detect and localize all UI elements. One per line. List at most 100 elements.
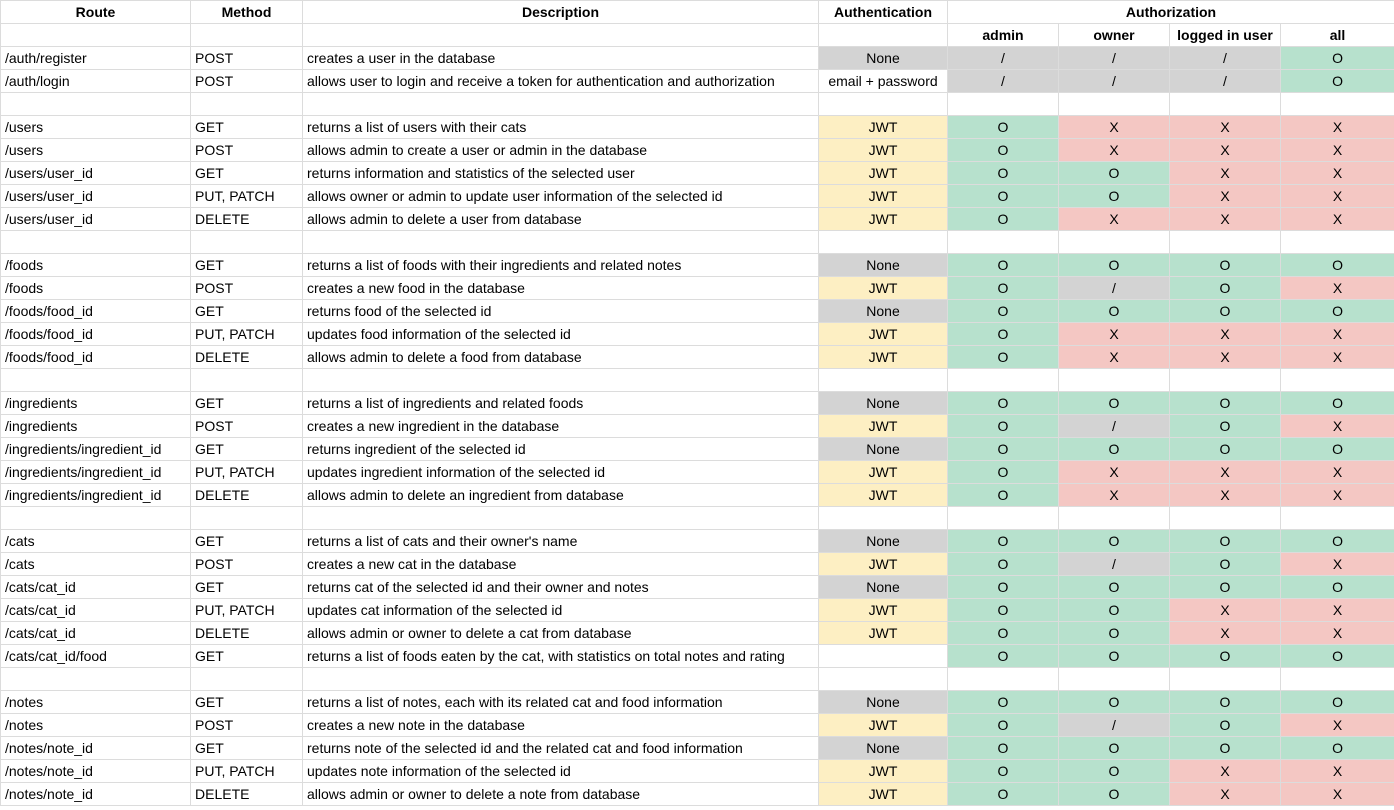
table-row: /cats GET returns a list of cats and their… [0, 529, 1394, 553]
permission-logged-in-user-cell: O [1169, 253, 1281, 277]
description-cell: allows admin to create a user or admin i… [302, 138, 819, 162]
permission-owner-cell: O [1058, 184, 1170, 208]
table-row: /cats POST creates a new cat in the databa… [0, 552, 1394, 576]
permission-owner-cell: O [1058, 575, 1170, 599]
permission-owner-cell: O [1058, 391, 1170, 415]
spacer-row [0, 506, 1394, 530]
method-cell: POST [190, 552, 303, 576]
route-cell: /notes [0, 690, 191, 714]
route-cell: /cats [0, 529, 191, 553]
description-cell: allows owner or admin to update user inf… [302, 184, 819, 208]
authentication-cell: JWT [818, 115, 948, 139]
table-row: /ingredients/ingredient_id GET returns ing… [0, 437, 1394, 461]
permission-owner-cell: X [1058, 345, 1170, 369]
role-logged-in-user: logged in user [1169, 23, 1281, 47]
authentication-cell: None [818, 736, 948, 760]
description-cell: returns note of the selected id and the … [302, 736, 819, 760]
permission-logged-in-user-cell: O [1169, 391, 1281, 415]
method-cell: GET [190, 529, 303, 553]
method-cell: DELETE [190, 345, 303, 369]
description-cell: returns information and statistics of th… [302, 161, 819, 185]
route-cell: /users [0, 115, 191, 139]
authentication-cell: JWT [818, 782, 948, 806]
header-authentication: Authentication [818, 0, 948, 24]
permission-owner-cell: / [1058, 713, 1170, 737]
permission-owner-cell: O [1058, 299, 1170, 323]
route-cell: /users/user_id [0, 207, 191, 231]
method-cell: POST [190, 713, 303, 737]
table-row: /notes POST creates a new note in the data… [0, 713, 1394, 737]
permission-logged-in-user-cell: X [1169, 598, 1281, 622]
authentication-cell: None [818, 575, 948, 599]
spacer-cell [190, 667, 303, 691]
spacer-cell [947, 667, 1059, 691]
spacer-row [0, 230, 1394, 254]
spacer-row [0, 667, 1394, 691]
permission-admin-cell: O [947, 391, 1059, 415]
permission-admin-cell: O [947, 184, 1059, 208]
spacer-cell [947, 506, 1059, 530]
spacer-cell [1058, 368, 1170, 392]
header-method: Method [190, 0, 303, 24]
roles-row: admin owner logged in user all [0, 23, 1394, 47]
route-cell: /notes/note_id [0, 736, 191, 760]
role-owner: owner [1058, 23, 1170, 47]
table-row: /foods/food_id PUT, PATCH updates food inf… [0, 322, 1394, 346]
description-cell: returns food of the selected id [302, 299, 819, 323]
route-cell: /users/user_id [0, 184, 191, 208]
route-cell: /foods [0, 253, 191, 277]
permission-all-cell: X [1279, 184, 1394, 208]
authentication-cell: JWT [818, 621, 948, 645]
permission-admin-cell: O [947, 299, 1059, 323]
permission-all-cell: X [1279, 759, 1394, 783]
spacer-cell [190, 230, 303, 254]
authentication-cell: None [818, 529, 948, 553]
permission-owner-cell: O [1058, 161, 1170, 185]
permission-owner-cell: O [1058, 736, 1170, 760]
permission-all-cell: X [1279, 713, 1394, 737]
permission-owner-cell: O [1058, 529, 1170, 553]
route-cell: /ingredients/ingredient_id [0, 483, 191, 507]
permission-owner-cell: X [1058, 115, 1170, 139]
permission-admin-cell: O [947, 115, 1059, 139]
spacer-cell [1169, 92, 1281, 116]
permission-admin-cell: O [947, 621, 1059, 645]
table-row: /foods/food_id DELETE allows admin to dele… [0, 345, 1394, 369]
permission-all-cell: O [1279, 46, 1394, 70]
table-row: /users/user_id PUT, PATCH allows owner or … [0, 184, 1394, 208]
table-row: /notes/note_id PUT, PATCH updates note inf… [0, 759, 1394, 783]
permission-admin-cell: O [947, 690, 1059, 714]
permission-logged-in-user-cell: O [1169, 299, 1281, 323]
permission-logged-in-user-cell: X [1169, 621, 1281, 645]
table-row: /auth/register POST creates a user in the … [0, 46, 1394, 70]
permission-owner-cell: O [1058, 782, 1170, 806]
permission-all-cell: O [1279, 644, 1394, 668]
permission-logged-in-user-cell: O [1169, 276, 1281, 300]
route-cell: /notes/note_id [0, 759, 191, 783]
permission-owner-cell: / [1058, 46, 1170, 70]
roles-blank-authentication [818, 23, 948, 47]
spacer-cell [190, 368, 303, 392]
role-all: all [1279, 23, 1394, 47]
header-route: Route [0, 0, 191, 24]
table-row: /cats/cat_id PUT, PATCH updates cat inform… [0, 598, 1394, 622]
permission-owner-cell: O [1058, 690, 1170, 714]
spacer-cell [947, 368, 1059, 392]
table-row: /notes GET returns a list of notes, each w… [0, 690, 1394, 714]
permission-admin-cell: O [947, 345, 1059, 369]
spacer-cell [0, 368, 191, 392]
spacer-row [0, 92, 1394, 116]
permission-all-cell: X [1279, 161, 1394, 185]
spacer-cell [1058, 230, 1170, 254]
spacer-cell [1058, 92, 1170, 116]
route-cell: /ingredients/ingredient_id [0, 437, 191, 461]
route-cell: /ingredients [0, 414, 191, 438]
permission-owner-cell: / [1058, 69, 1170, 93]
spacer-cell [1279, 230, 1394, 254]
description-cell: returns a list of cats and their owner's… [302, 529, 819, 553]
method-cell: GET [190, 690, 303, 714]
method-cell: DELETE [190, 621, 303, 645]
header-row: Route Method Description Authentication … [0, 0, 1394, 24]
permission-owner-cell: / [1058, 276, 1170, 300]
permission-owner-cell: O [1058, 759, 1170, 783]
